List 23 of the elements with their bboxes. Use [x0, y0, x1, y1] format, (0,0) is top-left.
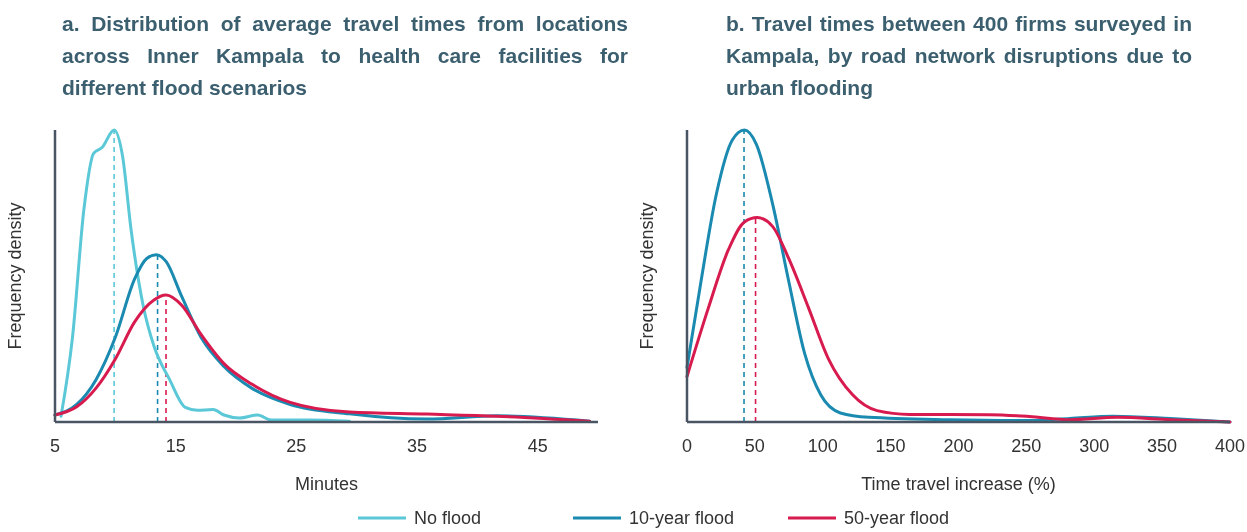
chart-title: a. Distribution of average travel times from locations across Inner Kampala to health care facilities for different flood scenarios: [62, 11, 628, 101]
x-axis-title: Minutes: [294, 474, 359, 494]
y-axis-title: Frequency density: [637, 202, 657, 350]
x-tick-label: 200: [943, 436, 974, 456]
x-tick-label: 250: [1011, 436, 1042, 456]
x-tick-label: 0: [681, 436, 693, 456]
x-tick-label: 100: [807, 436, 838, 456]
x-tick-label: 15: [165, 436, 186, 456]
x-tick-label: 300: [1079, 436, 1110, 456]
x-tick-label: 400: [1214, 436, 1246, 456]
x-tick-label: 150: [875, 436, 906, 456]
chart-title: b. Travel times between 400 firms surveyed in Kampala, by road network disruptions due to urban flooding: [726, 11, 1192, 101]
x-tick-label: 45: [527, 436, 548, 456]
x-axis-title: Time travel increase (%): [861, 474, 1056, 494]
x-tick-label: 50: [744, 436, 765, 456]
legend-label: 10-year flood: [629, 508, 735, 528]
y-axis-title: Frequency density: [5, 202, 25, 350]
x-tick-label: 350: [1147, 436, 1178, 456]
legend-label: No flood: [414, 508, 482, 528]
x-tick-label: 5: [49, 436, 61, 456]
x-tick-label: 25: [286, 436, 307, 456]
x-tick-label: 35: [406, 436, 428, 456]
legend-label: 50-year flood: [844, 508, 950, 528]
